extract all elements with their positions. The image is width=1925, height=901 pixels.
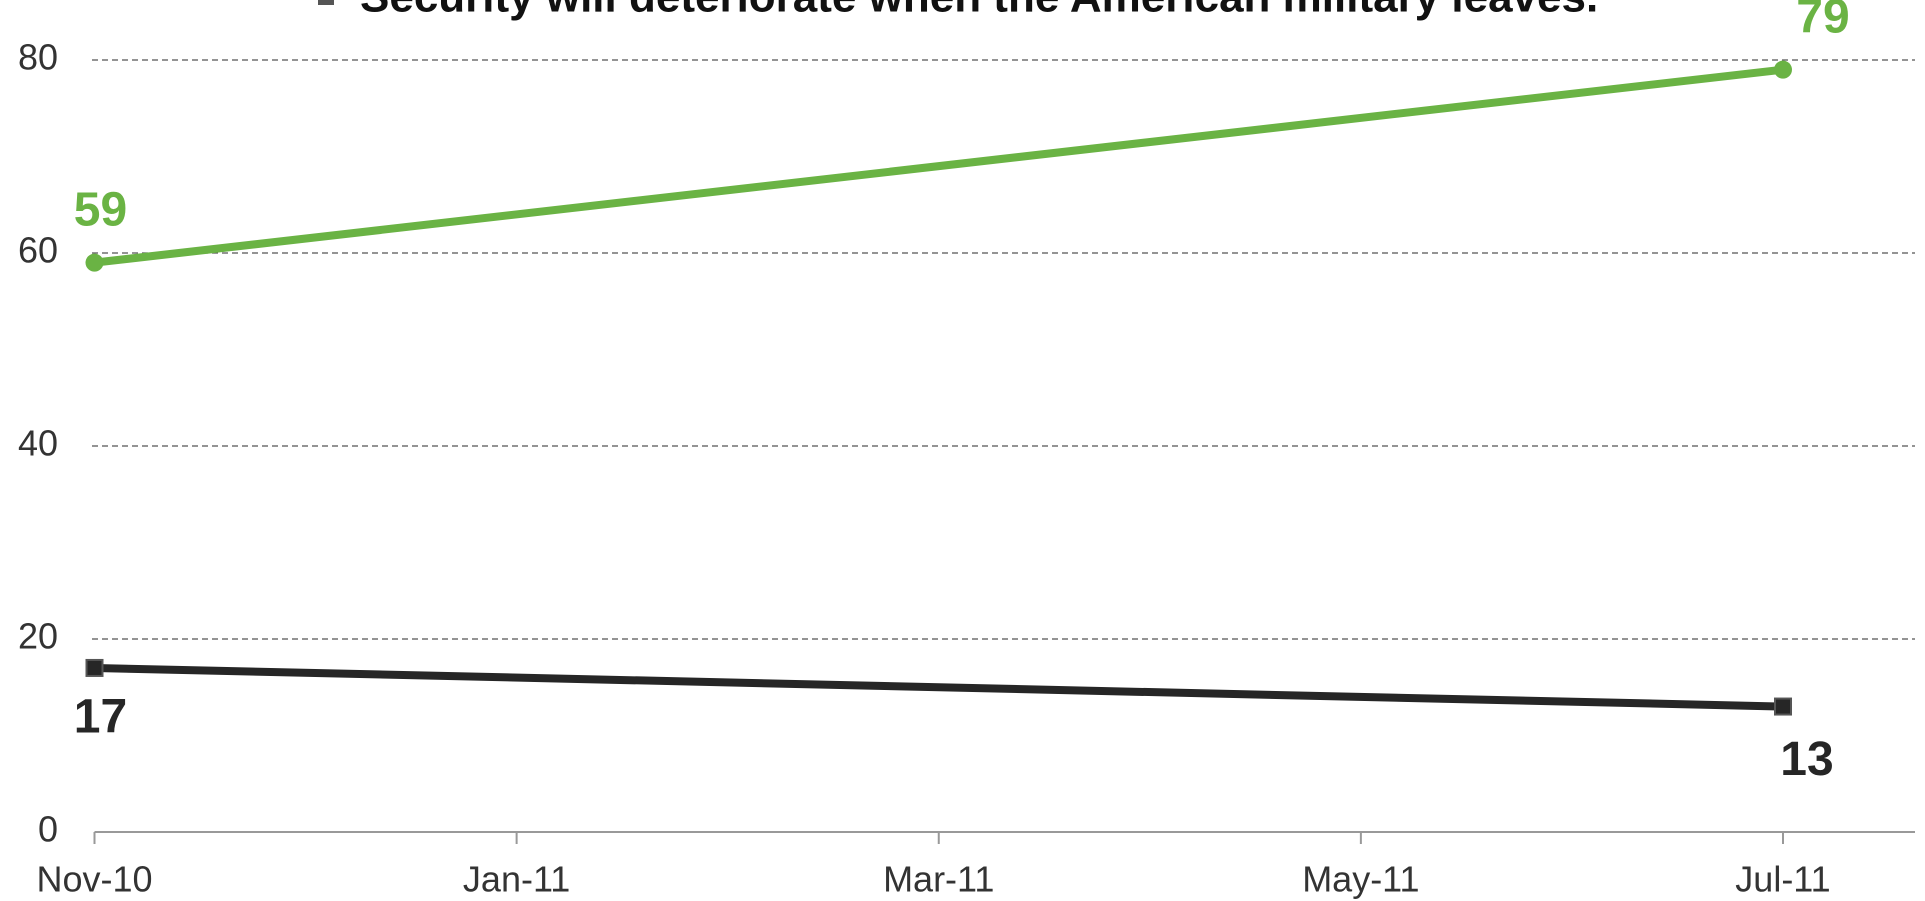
- legend-marker: [318, 0, 334, 5]
- x-tick-label: Mar-11: [883, 859, 994, 900]
- y-tick-label: 20: [18, 616, 58, 657]
- data-label: 13: [1780, 733, 1833, 786]
- data-label: 79: [1796, 0, 1849, 43]
- y-tick-label: 40: [18, 423, 58, 464]
- line: [94, 663, 1784, 711]
- x-tick-label: Nov-10: [36, 859, 152, 900]
- data-label: 59: [74, 183, 127, 236]
- y-tick-label: 60: [18, 230, 58, 271]
- marker: [1774, 60, 1792, 79]
- x-tick-label: Jan-11: [463, 859, 570, 900]
- marker: [85, 658, 104, 677]
- legend-entry: Security will deteriorate when the Ameri…: [360, 0, 1598, 22]
- x-tick-label: May-11: [1302, 859, 1419, 900]
- data-label: 17: [74, 691, 127, 744]
- x-tick-label: Jul-11: [1735, 859, 1830, 900]
- line: [94, 65, 1784, 267]
- y-tick-label: 0: [38, 809, 58, 850]
- marker: [1774, 697, 1792, 716]
- marker: [85, 253, 104, 272]
- y-tick-label: 80: [18, 37, 58, 78]
